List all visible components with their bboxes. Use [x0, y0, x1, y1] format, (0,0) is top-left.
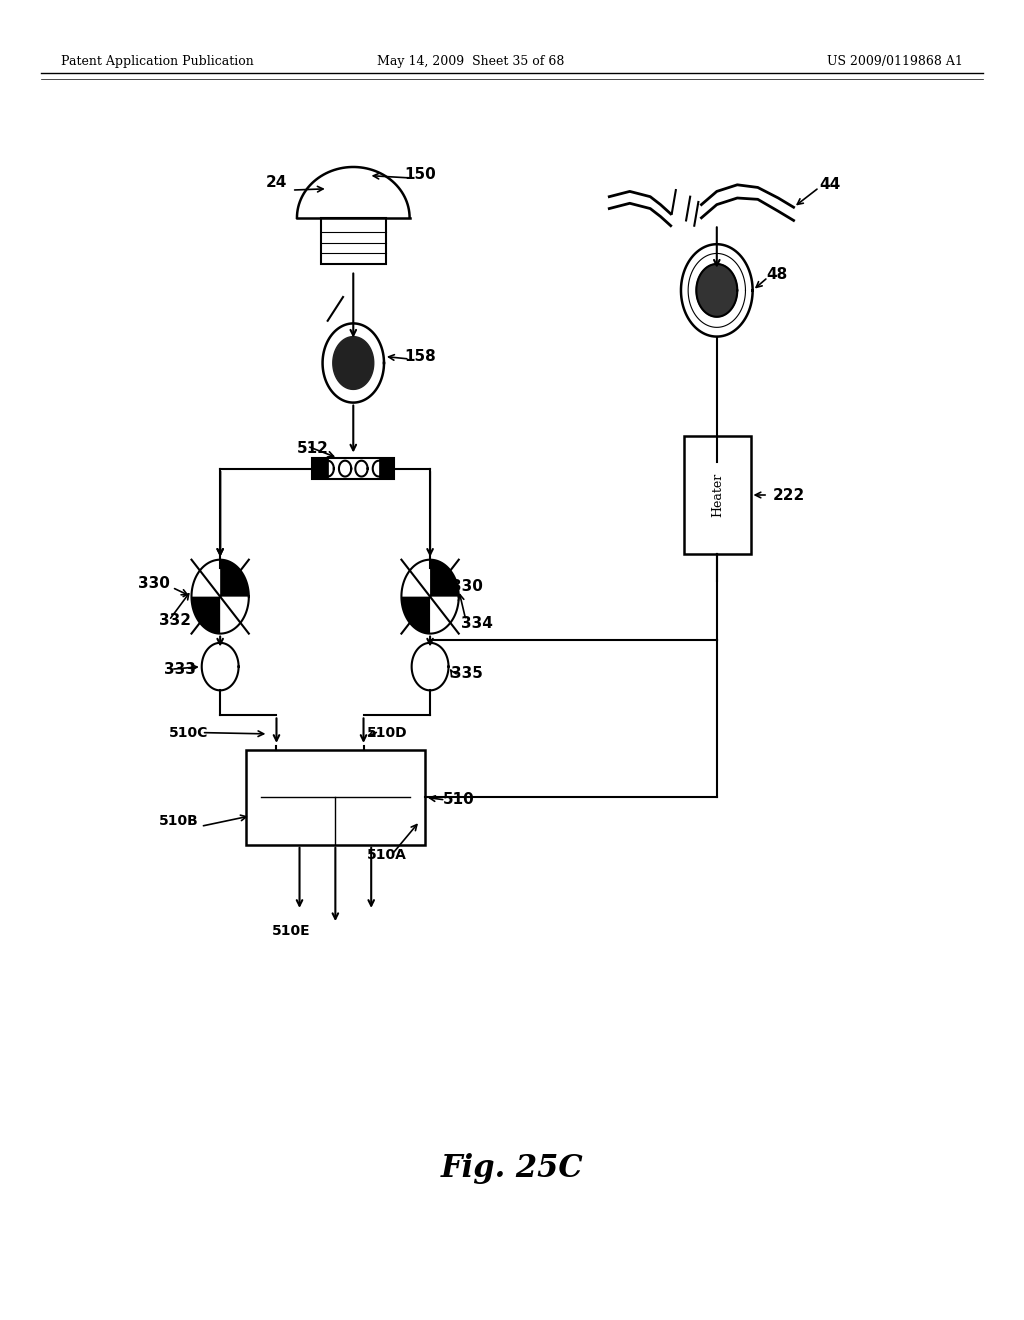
Text: 330: 330 [138, 576, 170, 591]
Polygon shape [191, 597, 220, 634]
Text: May 14, 2009  Sheet 35 of 68: May 14, 2009 Sheet 35 of 68 [378, 55, 564, 69]
Text: 24: 24 [266, 174, 287, 190]
Bar [246, 750, 425, 845]
Text: 222: 222 [773, 487, 805, 503]
Text: Patent Application Publication: Patent Application Publication [61, 55, 254, 69]
Text: 150: 150 [404, 166, 436, 182]
Polygon shape [696, 264, 737, 317]
Text: US 2009/0119868 A1: US 2009/0119868 A1 [826, 55, 963, 69]
Text: Fig. 25C: Fig. 25C [440, 1152, 584, 1184]
Bar [312, 458, 328, 479]
Text: 158: 158 [404, 348, 436, 364]
Text: 333: 333 [164, 661, 196, 677]
Text: 335: 335 [451, 665, 482, 681]
Bar [379, 458, 394, 479]
Bar [684, 436, 751, 554]
Text: 510C: 510C [169, 726, 208, 739]
Bar [321, 218, 386, 264]
Text: 330: 330 [451, 578, 482, 594]
Polygon shape [333, 337, 374, 389]
Text: 44: 44 [819, 177, 841, 193]
Text: 512: 512 [297, 441, 329, 457]
Bar [312, 458, 394, 479]
Text: Heater: Heater [711, 473, 724, 517]
Text: 48: 48 [766, 267, 787, 282]
Text: 510D: 510D [367, 726, 408, 739]
Text: 332: 332 [159, 612, 190, 628]
Polygon shape [401, 597, 430, 634]
Polygon shape [220, 560, 249, 597]
Text: 510A: 510A [367, 849, 407, 862]
Text: 510E: 510E [271, 924, 310, 937]
Polygon shape [430, 560, 459, 597]
Text: 510: 510 [442, 792, 474, 808]
Text: 510B: 510B [159, 814, 199, 828]
Text: 334: 334 [461, 615, 493, 631]
